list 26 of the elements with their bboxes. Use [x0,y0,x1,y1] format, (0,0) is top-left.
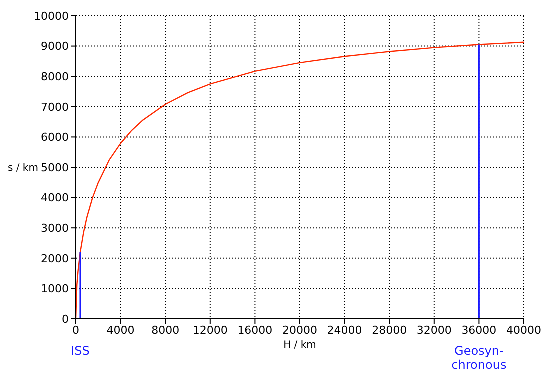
y-tick-label: 9000 [41,40,69,54]
y-tick-label: 5000 [41,161,69,174]
y-tick-label: 2000 [41,252,69,266]
y-tick-label: 0 [62,312,69,326]
ref-line-label: Geosyn- chronous [452,344,507,372]
y-tick-label: 3000 [41,222,69,236]
y-tick-label: 4000 [41,192,69,205]
x-tick-label: 16000 [238,324,273,337]
x-tick-label: 12000 [192,324,228,337]
x-tick-label: 36000 [462,324,497,337]
y-tick-label: 10000 [34,10,69,23]
x-tick-label: 4000 [106,324,135,337]
y-tick-label: 6000 [41,131,69,144]
y-tick-label: 8000 [41,70,69,84]
y-axis-title: s / km [8,163,38,174]
x-tick-label: 8000 [152,324,180,337]
x-tick-label: 40000 [506,324,542,337]
x-tick-label: 24000 [327,324,362,337]
y-tick-label: 7000 [41,100,69,114]
x-axis-title: H / km [284,340,316,352]
x-tick-label: 0 [72,324,80,337]
x-tick-label: 32000 [416,324,452,337]
y-tick-label: 1000 [41,282,69,296]
x-tick-label: 20000 [282,324,318,337]
x-tick-label: 28000 [372,324,408,337]
ref-line-label: ISS [71,344,90,358]
